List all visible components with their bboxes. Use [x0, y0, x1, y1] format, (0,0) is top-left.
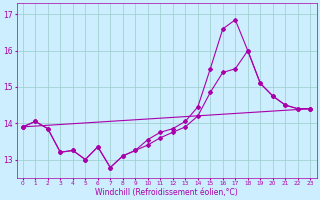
X-axis label: Windchill (Refroidissement éolien,°C): Windchill (Refroidissement éolien,°C)	[95, 188, 238, 197]
